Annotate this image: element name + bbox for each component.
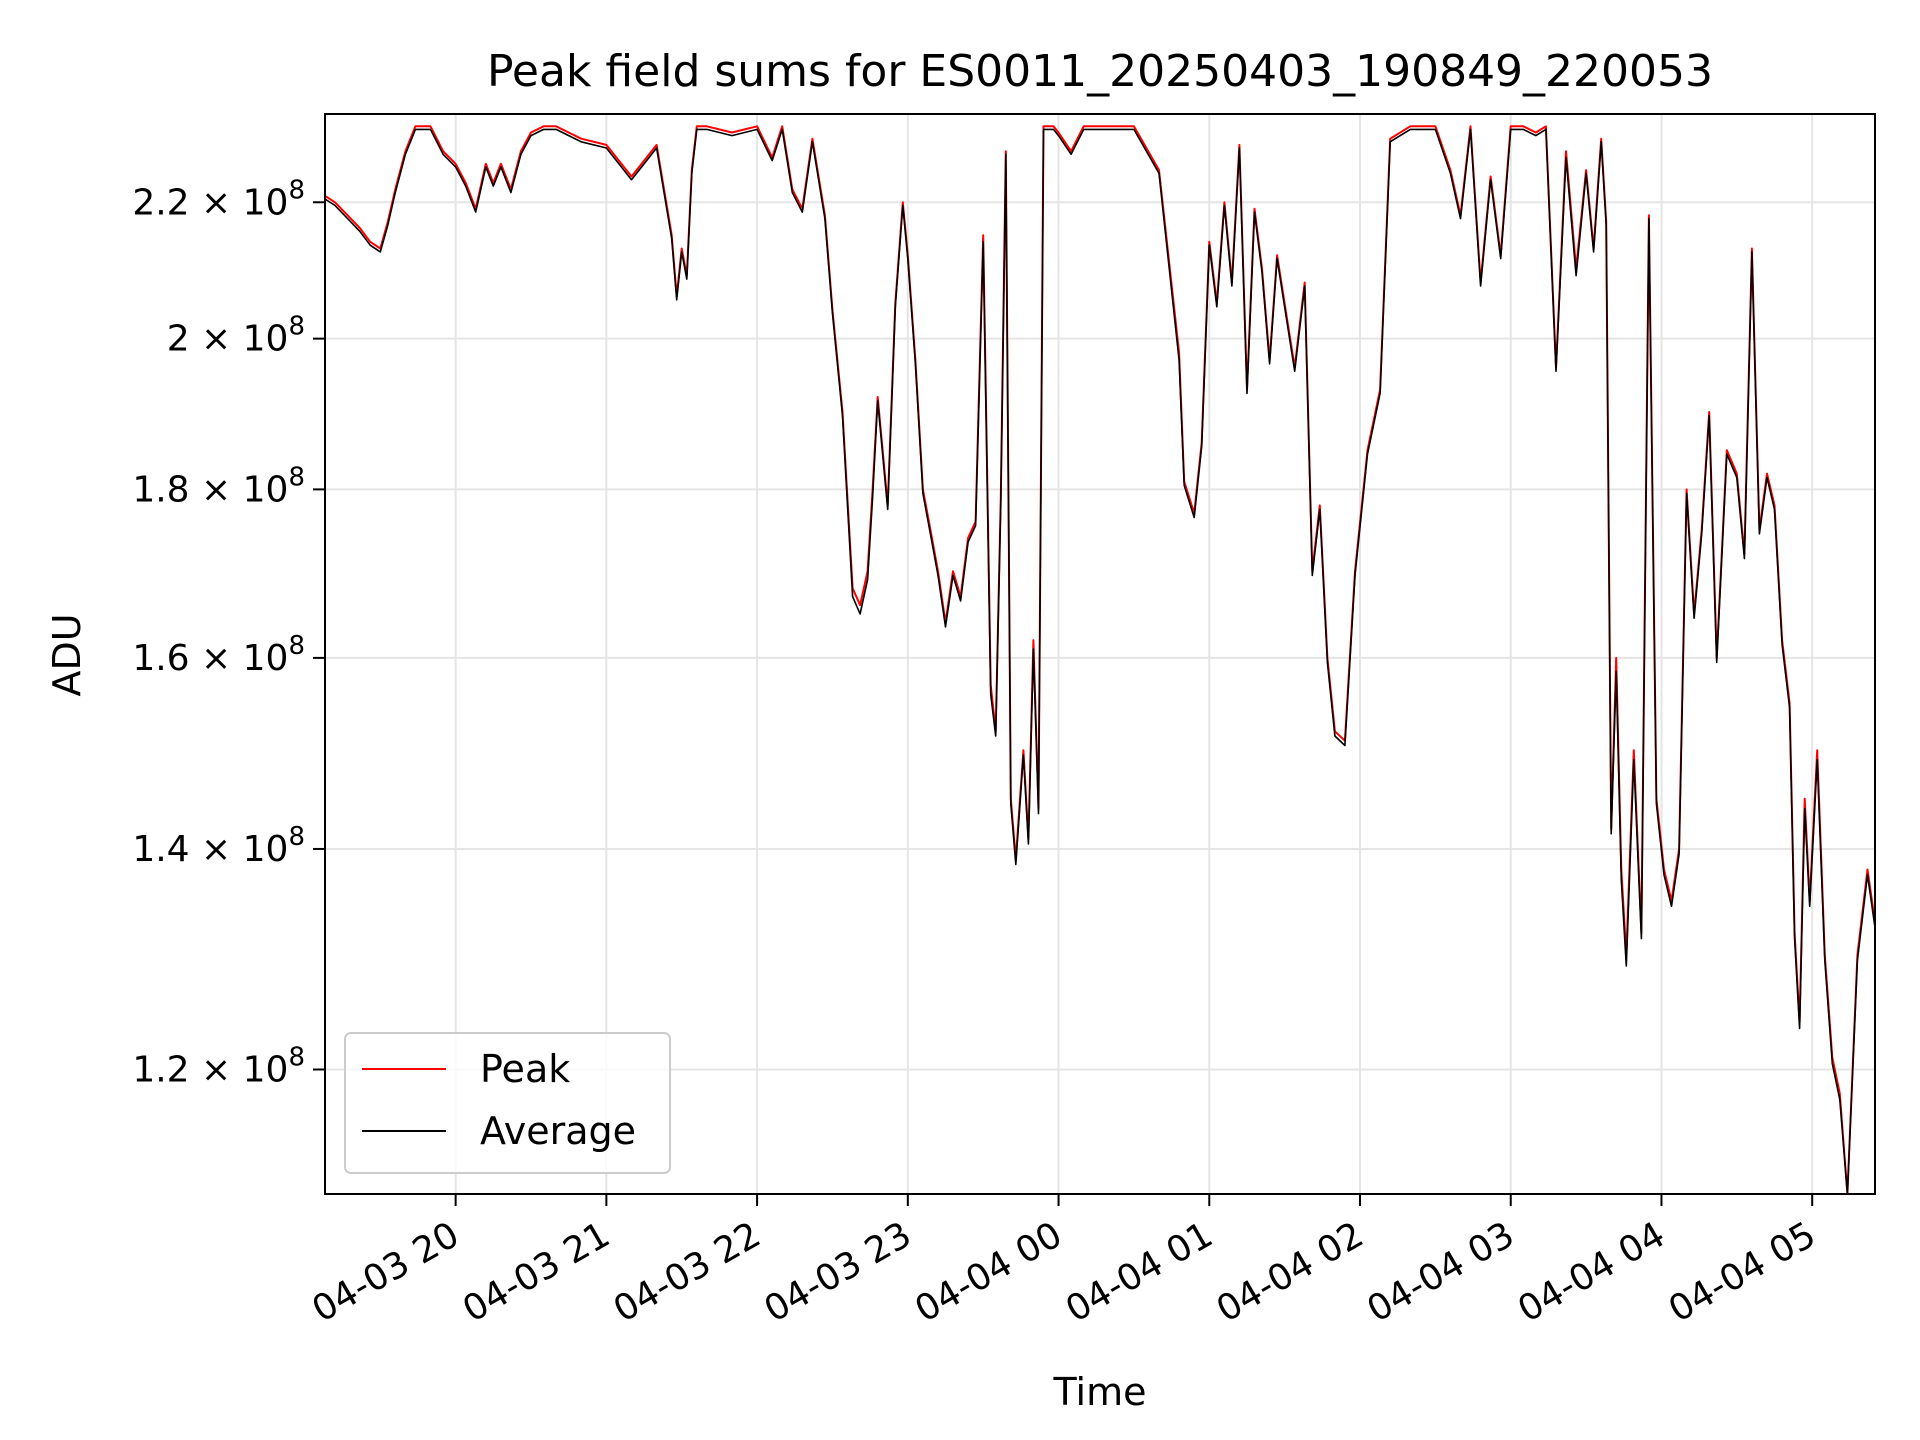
- y-tick-label: 2.2 × 108: [132, 175, 305, 223]
- series-average-line: [324, 128, 1876, 1195]
- chart-title: Peak field sums for ES0011_20250403_1908…: [487, 46, 1713, 97]
- y-tick-label: 1.2 × 108: [132, 1043, 305, 1091]
- legend-label-average: Average: [480, 1109, 636, 1153]
- y-axis: 1.2 × 108 1.4 × 108 1.6 × 108 1.8 × 108 2 × …: [132, 175, 325, 1091]
- y-axis-title: ADU: [45, 613, 89, 696]
- grid-layer: [325, 114, 1875, 1194]
- y-tick-label: 2 × 108: [167, 312, 305, 360]
- legend: Peak Average: [344, 1032, 671, 1174]
- y-tick-label: 1.4 × 108: [132, 822, 305, 870]
- series-layer: [324, 125, 1876, 1195]
- x-axis-title: Time: [1053, 1370, 1147, 1414]
- legend-label-peak: Peak: [480, 1047, 570, 1091]
- plot-frame: [324, 113, 1876, 1195]
- y-tick-label: 1.6 × 108: [132, 631, 305, 679]
- y-tick-label: 1.8 × 108: [132, 462, 305, 510]
